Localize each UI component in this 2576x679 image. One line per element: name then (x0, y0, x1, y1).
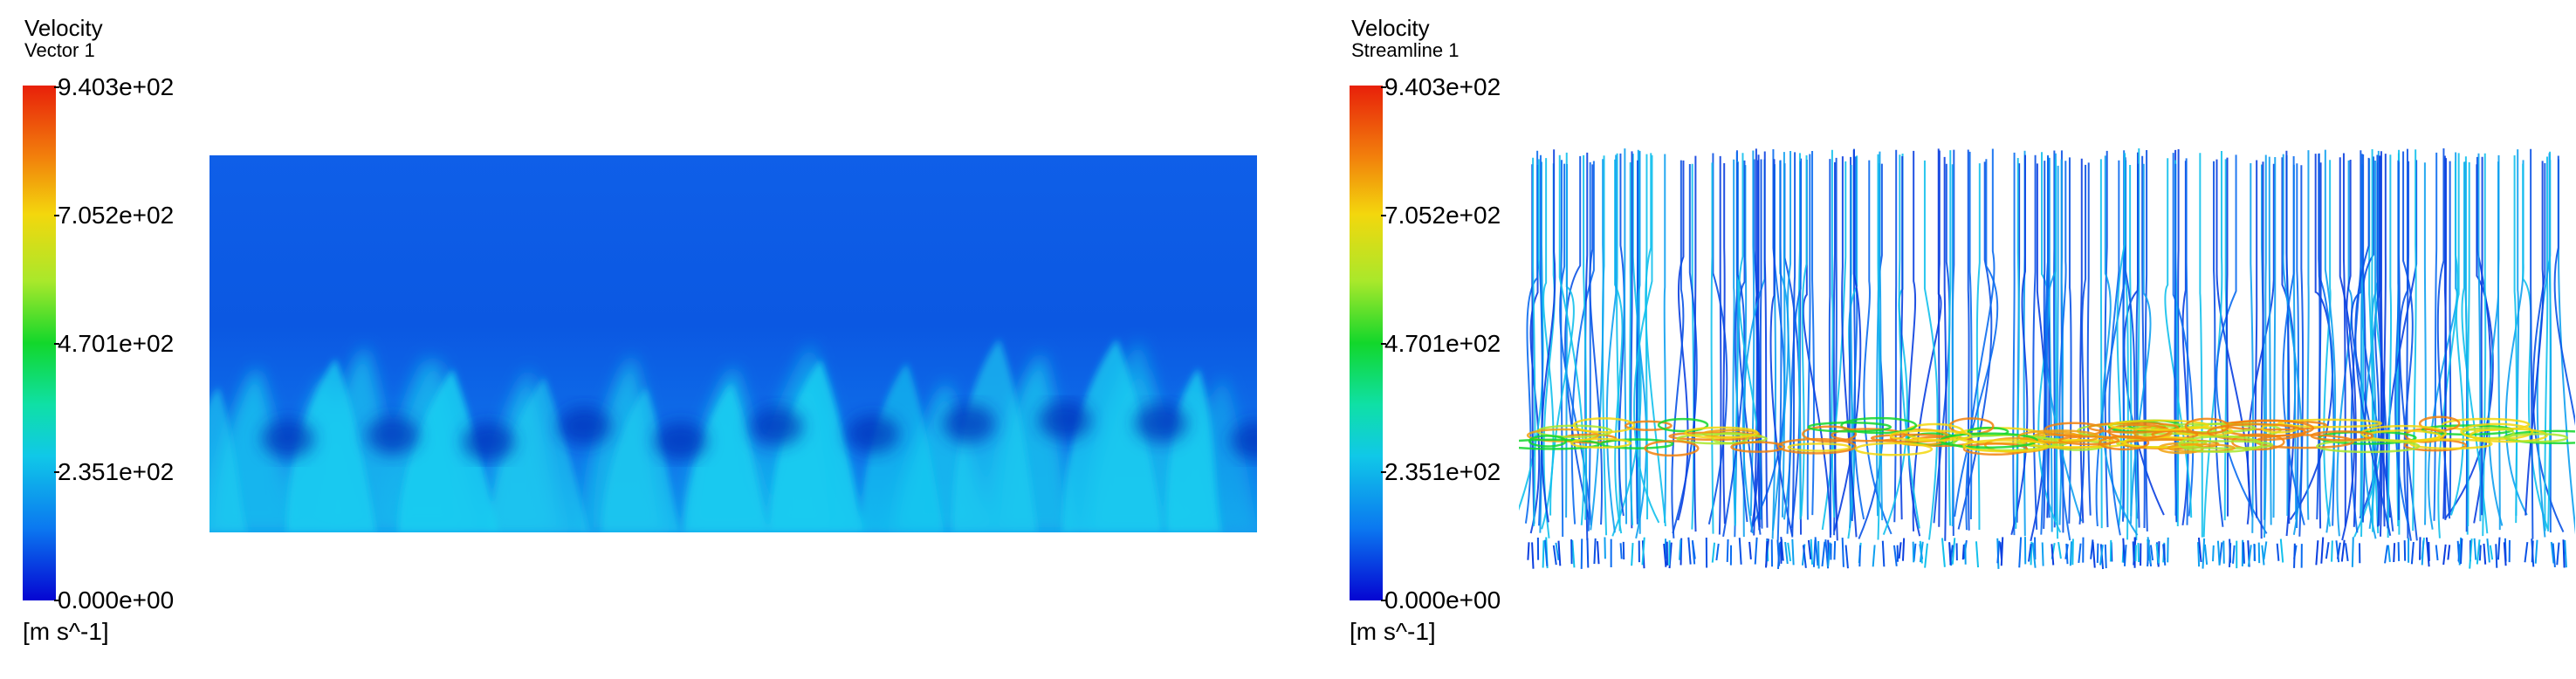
colorbar-tick-max: 9.403e+02 (53, 73, 175, 100)
colorbar-unit: [m s^-1] (1350, 618, 1436, 645)
colorbar-tick-min: 0.000e+00 (1380, 586, 1501, 614)
colorbar-unit: [m s^-1] (23, 618, 109, 645)
vector-field-image (210, 155, 1257, 532)
legend-title: Velocity (24, 15, 103, 41)
streamline-plot-panel: Velocity Streamline 1 9.403e+02 7.052e+0… (1327, 0, 2576, 679)
colorbar-tick-4: 2.351e+02 (1380, 458, 1501, 485)
colorbar (1350, 86, 1383, 600)
legend-title: Velocity (1351, 15, 1430, 41)
colorbar-tick-max: 9.403e+02 (1380, 73, 1501, 100)
colorbar-tick-min: 0.000e+00 (53, 586, 175, 614)
streamline-field-image (1519, 140, 2575, 576)
colorbar (23, 86, 56, 600)
vector-plot-panel: Velocity Vector 1 9.403e+02 7.052e+02 4.… (23, 15, 1257, 645)
colorbar-tick-2: 7.052e+02 (1380, 202, 1501, 229)
legend-subtitle: Streamline 1 (1351, 39, 1460, 61)
legend-subtitle: Vector 1 (24, 39, 95, 61)
colorbar-tick-3: 4.701e+02 (53, 330, 175, 357)
colorbar-tick-4: 2.351e+02 (53, 458, 175, 485)
colorbar-tick-2: 7.052e+02 (53, 202, 175, 229)
colorbar-tick-3: 4.701e+02 (1380, 330, 1501, 357)
